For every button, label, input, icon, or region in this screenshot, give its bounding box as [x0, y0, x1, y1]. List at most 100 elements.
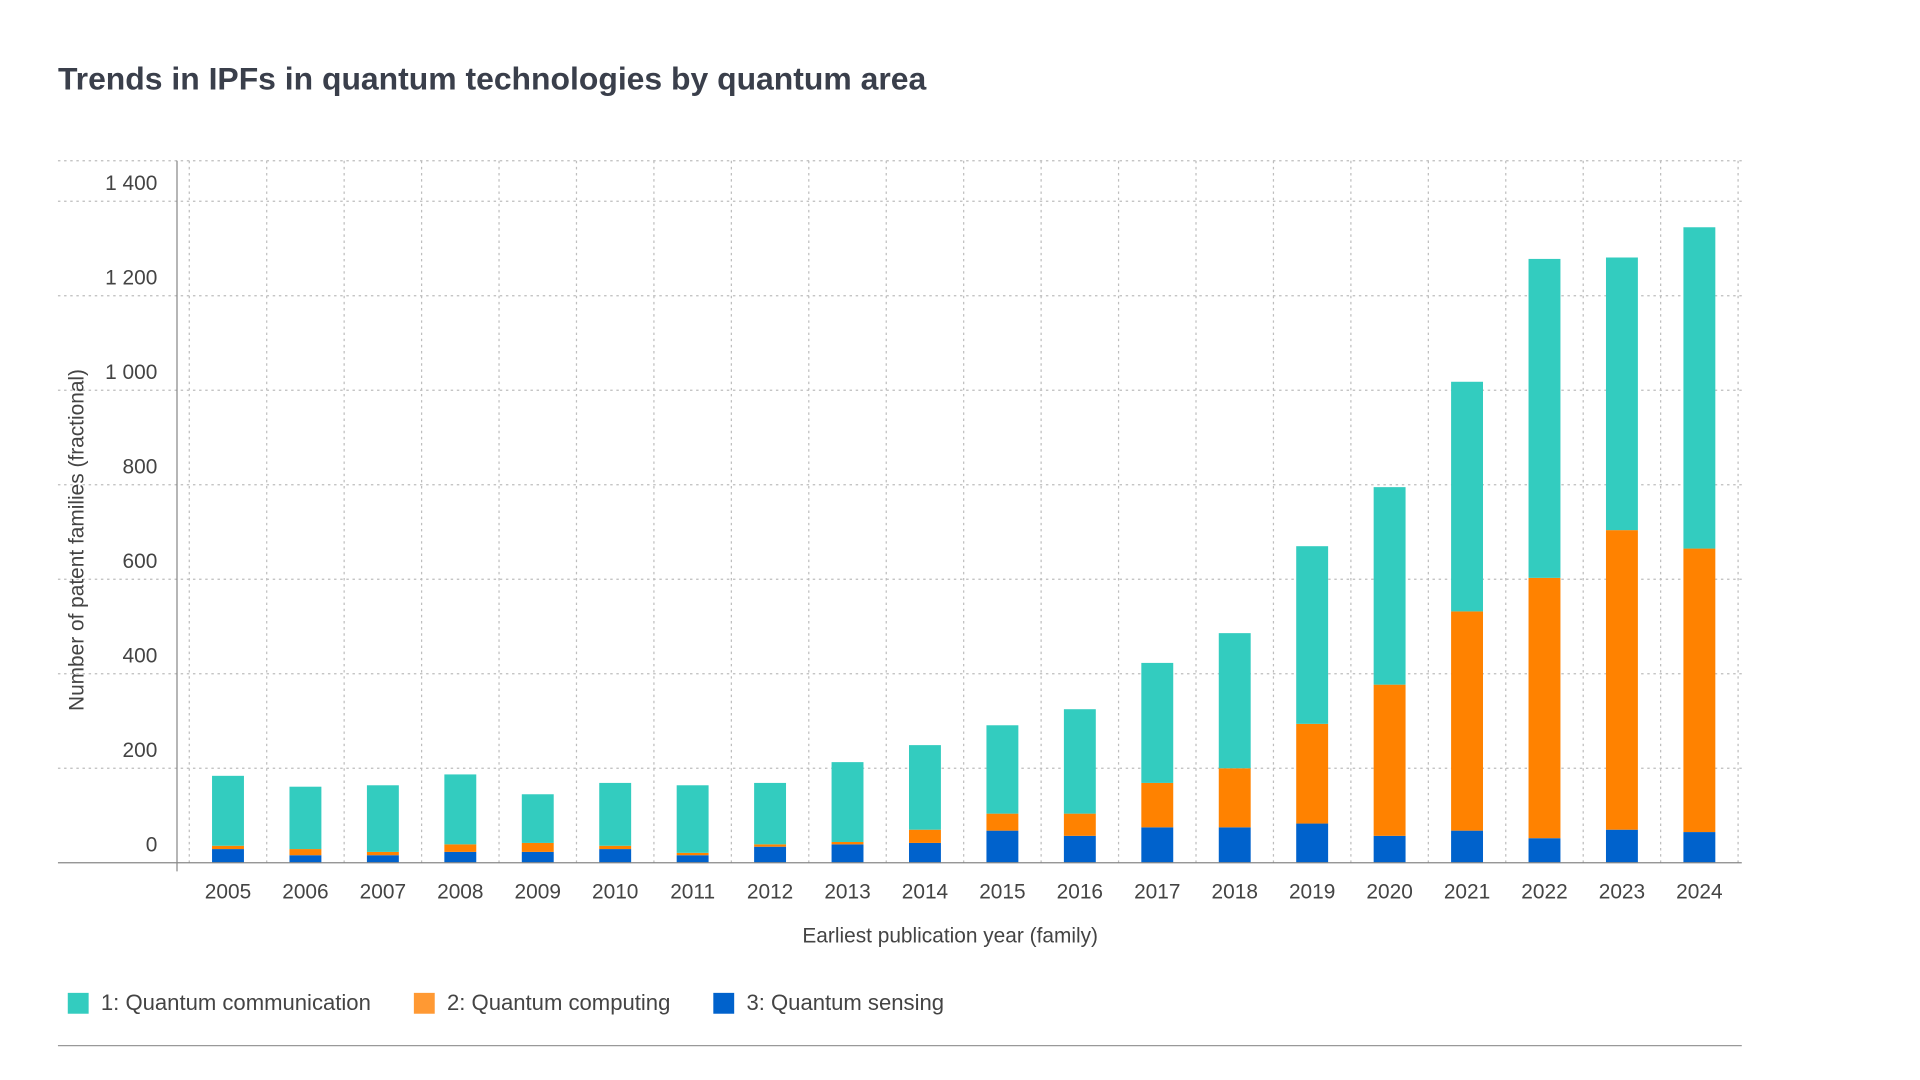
y-tick-label: 0: [146, 834, 158, 857]
bar-quantum-sensing-2012: [754, 847, 786, 863]
bar-quantum-computing-2014: [909, 830, 941, 843]
bar-quantum-computing-2020: [1374, 685, 1406, 836]
bar-quantum-sensing-2015: [986, 831, 1018, 863]
x-tick-labels: 2005 2006 2007 2008 2009 2010 2011 2012 2013 2014…: [205, 880, 1723, 903]
bar-quantum-communication-2023: [1606, 258, 1638, 531]
bar-quantum-computing-2019: [1296, 724, 1328, 824]
bar-quantum-sensing-2019: [1296, 824, 1328, 863]
x-tick-label: 2011: [670, 880, 715, 903]
x-tick-label: 2024: [1676, 880, 1722, 903]
bar-quantum-communication-2019: [1296, 546, 1328, 724]
x-tick-label: 2016: [1057, 880, 1103, 903]
y-tick-label: 600: [123, 550, 158, 573]
x-tick-label: 2020: [1366, 880, 1412, 903]
bar-quantum-computing-2005: [212, 846, 244, 849]
bar-quantum-sensing-2007: [367, 855, 399, 863]
bar-quantum-sensing-2016: [1064, 836, 1096, 863]
bar-quantum-computing-2012: [754, 844, 786, 846]
bar-quantum-computing-2023: [1606, 530, 1638, 830]
x-tick-label: 2023: [1599, 880, 1645, 903]
bar-quantum-sensing-2022: [1529, 838, 1561, 863]
bar-quantum-communication-2006: [289, 787, 321, 849]
x-tick-label: 2015: [979, 880, 1025, 903]
x-tick-label: 2012: [747, 880, 793, 903]
bar-quantum-computing-2022: [1529, 578, 1561, 838]
x-tick-label: 2009: [515, 880, 561, 903]
bar-quantum-communication-2005: [212, 776, 244, 846]
legend: 1: Quantum communication 2: Quantum comp…: [68, 990, 944, 1015]
bar-quantum-communication-2024: [1683, 227, 1715, 548]
bar-quantum-communication-2016: [1064, 709, 1096, 813]
x-tick-label: 2010: [592, 880, 638, 903]
bar-quantum-computing-2016: [1064, 814, 1096, 836]
bar-quantum-sensing-2017: [1141, 827, 1173, 862]
chart-title: Trends in IPFs in quantum technologies b…: [58, 61, 927, 97]
bar-quantum-communication-2021: [1451, 382, 1483, 612]
y-tick-label: 1 000: [105, 361, 157, 384]
bar-quantum-sensing-2010: [599, 849, 631, 863]
bar-quantum-computing-2008: [444, 844, 476, 852]
bar-quantum-communication-2014: [909, 745, 941, 830]
bar-quantum-computing-2013: [832, 842, 864, 844]
y-tick-label: 1 200: [105, 267, 157, 290]
bar-quantum-sensing-2018: [1219, 827, 1251, 862]
x-tick-label: 2019: [1289, 880, 1335, 903]
bar-quantum-computing-2006: [289, 849, 321, 855]
bar-quantum-computing-2018: [1219, 768, 1251, 827]
bar-quantum-communication-2015: [986, 725, 1018, 813]
bar-quantum-communication-2009: [522, 794, 554, 843]
bar-quantum-communication-2020: [1374, 487, 1406, 685]
bar-quantum-communication-2017: [1141, 663, 1173, 783]
bar-quantum-communication-2013: [832, 762, 864, 842]
x-tick-label: 2013: [824, 880, 870, 903]
legend-label-sensing: 3: Quantum sensing: [746, 990, 944, 1015]
x-tick-label: 2005: [205, 880, 251, 903]
y-tick-label: 400: [123, 645, 158, 668]
y-tick-label: 800: [123, 456, 158, 479]
bar-quantum-sensing-2014: [909, 843, 941, 863]
bar-quantum-sensing-2020: [1374, 836, 1406, 863]
legend-swatch-communication: [68, 993, 89, 1014]
bar-quantum-communication-2022: [1529, 259, 1561, 578]
x-tick-label: 2018: [1212, 880, 1258, 903]
bar-quantum-communication-2018: [1219, 633, 1251, 768]
bar-quantum-sensing-2024: [1683, 832, 1715, 863]
bar-quantum-sensing-2009: [522, 852, 554, 863]
bar-quantum-computing-2009: [522, 843, 554, 852]
x-tick-label: 2021: [1444, 880, 1490, 903]
bar-quantum-computing-2021: [1451, 611, 1483, 830]
y-axis-label: Number of patent families (fractional): [66, 369, 89, 711]
bar-quantum-computing-2024: [1683, 549, 1715, 832]
x-tick-label: 2014: [902, 880, 948, 903]
legend-label-computing: 2: Quantum computing: [447, 990, 670, 1015]
bar-quantum-communication-2011: [677, 785, 709, 853]
x-tick-label: 2022: [1521, 880, 1567, 903]
bar-quantum-computing-2010: [599, 846, 631, 849]
bar-quantum-sensing-2008: [444, 852, 476, 863]
bar-quantum-communication-2010: [599, 783, 631, 846]
bar-quantum-computing-2011: [677, 853, 709, 855]
gridlines: [58, 161, 1742, 863]
bar-quantum-sensing-2011: [677, 855, 709, 863]
bar-quantum-communication-2008: [444, 774, 476, 844]
bar-quantum-computing-2007: [367, 852, 399, 855]
x-tick-label: 2017: [1134, 880, 1180, 903]
bar-quantum-computing-2017: [1141, 783, 1173, 827]
legend-swatch-sensing: [713, 993, 734, 1014]
bar-quantum-sensing-2023: [1606, 830, 1638, 863]
y-tick-labels: 0 200 400 600 800 1 000 1 200 1 400: [105, 172, 157, 857]
bar-quantum-communication-2012: [754, 783, 786, 844]
bar-quantum-communication-2007: [367, 785, 399, 852]
y-tick-label: 200: [123, 739, 158, 762]
x-tick-label: 2006: [282, 880, 328, 903]
legend-swatch-computing: [414, 993, 435, 1014]
bar-quantum-computing-2015: [986, 814, 1018, 831]
legend-label-communication: 1: Quantum communication: [101, 990, 371, 1015]
x-tick-label: 2008: [437, 880, 483, 903]
x-axis-label: Earliest publication year (family): [802, 925, 1098, 948]
bar-quantum-sensing-2006: [289, 855, 321, 863]
y-tick-label: 1 400: [105, 172, 157, 195]
bar-quantum-sensing-2013: [832, 844, 864, 862]
x-tick-label: 2007: [360, 880, 406, 903]
